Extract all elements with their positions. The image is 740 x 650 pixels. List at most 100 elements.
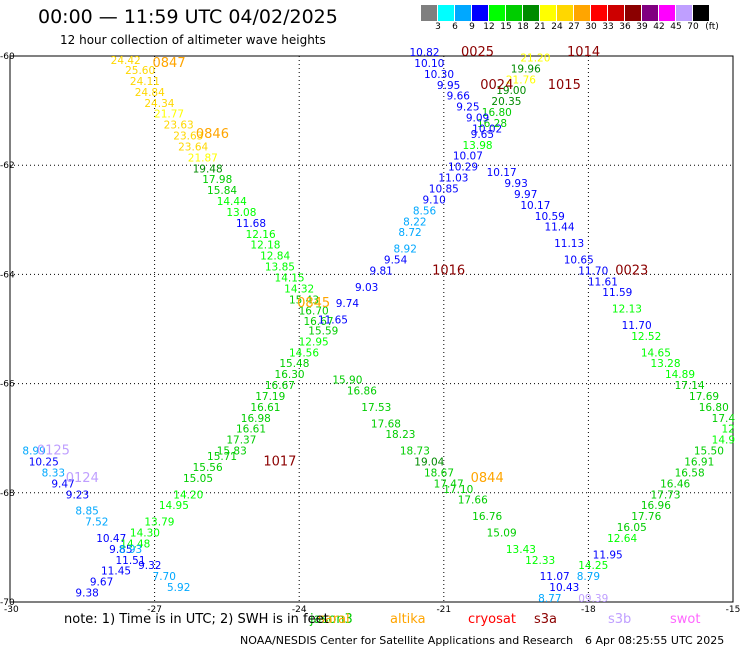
- wave-height-value: 9.97: [514, 189, 537, 201]
- color-scale-label: 27: [568, 22, 580, 32]
- pass-time-label: 0125: [37, 444, 70, 459]
- wave-height-value: 17.76: [631, 511, 661, 523]
- wave-height-value: 16.58: [675, 467, 705, 479]
- wave-height-value: 8.79: [577, 571, 600, 583]
- wave-height-value: 21.87: [188, 152, 218, 164]
- map-title: 00:00 — 11:59 UTC 04/02/2025: [38, 6, 338, 28]
- wave-height-value: 16.61: [236, 424, 266, 436]
- wave-height-value: 19.96: [511, 63, 541, 75]
- wave-height-value: 11.65: [318, 315, 348, 327]
- wave-height-value: 14.48: [120, 538, 150, 550]
- wave-height-value: 11.07: [540, 571, 570, 583]
- wave-height-value: 16.67: [265, 380, 295, 392]
- wave-height-value: 17.4: [712, 413, 736, 425]
- wave-height-value: 10.47: [96, 533, 126, 545]
- wave-height-value: 10.59: [535, 211, 565, 223]
- color-swatch: [506, 5, 523, 21]
- wave-height-value: 14.25: [578, 560, 608, 572]
- color-scale-legend: 3 6 9 12 15 18 21 24 27 30 33 36 39 42 45 70 (ft): [421, 5, 740, 33]
- wave-height-value: 14.20: [173, 489, 203, 501]
- wave-height-value: 11.44: [544, 222, 574, 234]
- color-scale-label: 6: [452, 22, 458, 32]
- wave-height-value: 9.65: [471, 129, 494, 141]
- wave-height-value: 10.85: [429, 184, 459, 196]
- wave-height-value: 9.66: [447, 91, 471, 103]
- wave-height-value: 16.76: [472, 511, 502, 523]
- wave-height-value: 14.32: [284, 283, 314, 295]
- color-swatch: [574, 5, 591, 21]
- color-scale-label: 18: [517, 22, 529, 32]
- pass-time-label: 1017: [263, 455, 296, 470]
- color-scale-label: 3: [435, 22, 441, 32]
- wave-height-value: 12: [721, 424, 734, 436]
- longitude-label: -27: [147, 605, 162, 612]
- wave-height-value: 19.04: [414, 457, 444, 469]
- wave-height-value: 14.65: [641, 347, 671, 359]
- wave-height-value: 8.72: [398, 227, 421, 239]
- wave-height-value: 17.10: [443, 484, 473, 496]
- wave-height-value: 17.47: [434, 478, 464, 490]
- wave-height-value: 23.63: [173, 131, 203, 143]
- satellite-legend-item: saral: [318, 612, 350, 627]
- color-swatch: [540, 5, 557, 21]
- wave-height-value: 15.90: [332, 375, 362, 387]
- latitude-label: -64: [0, 270, 15, 280]
- wave-height-value: 16.28: [477, 118, 507, 130]
- wave-height-value: 14.9: [712, 435, 735, 447]
- pass-time-label: 0845: [297, 296, 330, 311]
- color-scale-labels: 3 6 9 12 15 18 21 24 27 30 33 36 39 42 45 70 (ft): [421, 21, 740, 33]
- wave-height-value: 24.84: [135, 87, 165, 99]
- wave-height-value: 17.37: [226, 435, 256, 447]
- longitude-label: -15: [726, 605, 740, 612]
- wave-height-value: 13.28: [650, 358, 680, 370]
- wave-height-value: 15.84: [207, 185, 237, 197]
- longitude-label: -30: [4, 605, 19, 612]
- wave-height-value: 13.79: [144, 517, 174, 529]
- longitude-label: -21: [436, 605, 451, 612]
- wave-height-value: 8.22: [403, 216, 426, 228]
- pass-time-label: 0024: [480, 78, 513, 93]
- wave-height-value: 20.35: [491, 96, 521, 108]
- satellite-legend-item: jason3: [310, 612, 353, 627]
- wave-height-value: 9.93: [504, 178, 527, 190]
- color-scale-label: 42: [653, 22, 665, 32]
- wave-height-value: 17.73: [650, 489, 680, 501]
- wave-height-value: 16.46: [660, 478, 690, 490]
- pass-time-label: 0023: [615, 263, 648, 278]
- wave-height-value: 11.70: [622, 320, 652, 332]
- latitude-label: -62: [0, 161, 15, 171]
- wave-height-value: 24.34: [144, 98, 174, 110]
- color-scale-label: 33: [602, 22, 614, 32]
- wave-height-value: 17.14: [675, 380, 705, 392]
- wave-height-value: 11.45: [101, 566, 131, 578]
- wave-height-value: 13.85: [265, 262, 295, 274]
- wave-height-value: 8.99: [22, 446, 45, 458]
- satellite-legend-item: swot: [670, 612, 701, 627]
- wave-height-value: 9.23: [66, 489, 89, 501]
- wave-height-value: 16.98: [241, 413, 271, 425]
- wave-height-value: 9.32: [138, 560, 161, 572]
- longitude-label: -24: [292, 605, 307, 612]
- wave-height-value: 14.89: [665, 369, 695, 381]
- wave-height-value: 9.74: [336, 298, 360, 310]
- wave-height-value: 9.03: [355, 282, 378, 294]
- wave-height-value: 19.00: [496, 85, 526, 97]
- color-swatch: [421, 5, 438, 21]
- footer-credit: NOAA/NESDIS Center for Satellite Applica…: [240, 634, 574, 647]
- wave-height-value: 10.10: [414, 58, 444, 70]
- color-swatch: [438, 5, 455, 21]
- wave-height-value: 12.95: [299, 336, 329, 348]
- pass-time-label: 1015: [548, 78, 581, 93]
- wave-height-value: 11.13: [554, 238, 584, 250]
- wave-height-value: 23.63: [164, 120, 194, 132]
- color-swatch: [693, 5, 710, 21]
- wave-height-value: 12.64: [607, 533, 637, 545]
- pass-time-label: 0844: [471, 471, 504, 486]
- wave-height-value: 8.85: [75, 506, 98, 518]
- color-swatch: [557, 5, 574, 21]
- wave-height-value: 16.61: [250, 402, 280, 414]
- satellite-legend-item: altika: [390, 612, 426, 627]
- wave-height-value: 16.67: [303, 316, 333, 328]
- pass-time-label: 0124: [66, 471, 99, 486]
- wave-height-value: 24.11: [130, 76, 160, 88]
